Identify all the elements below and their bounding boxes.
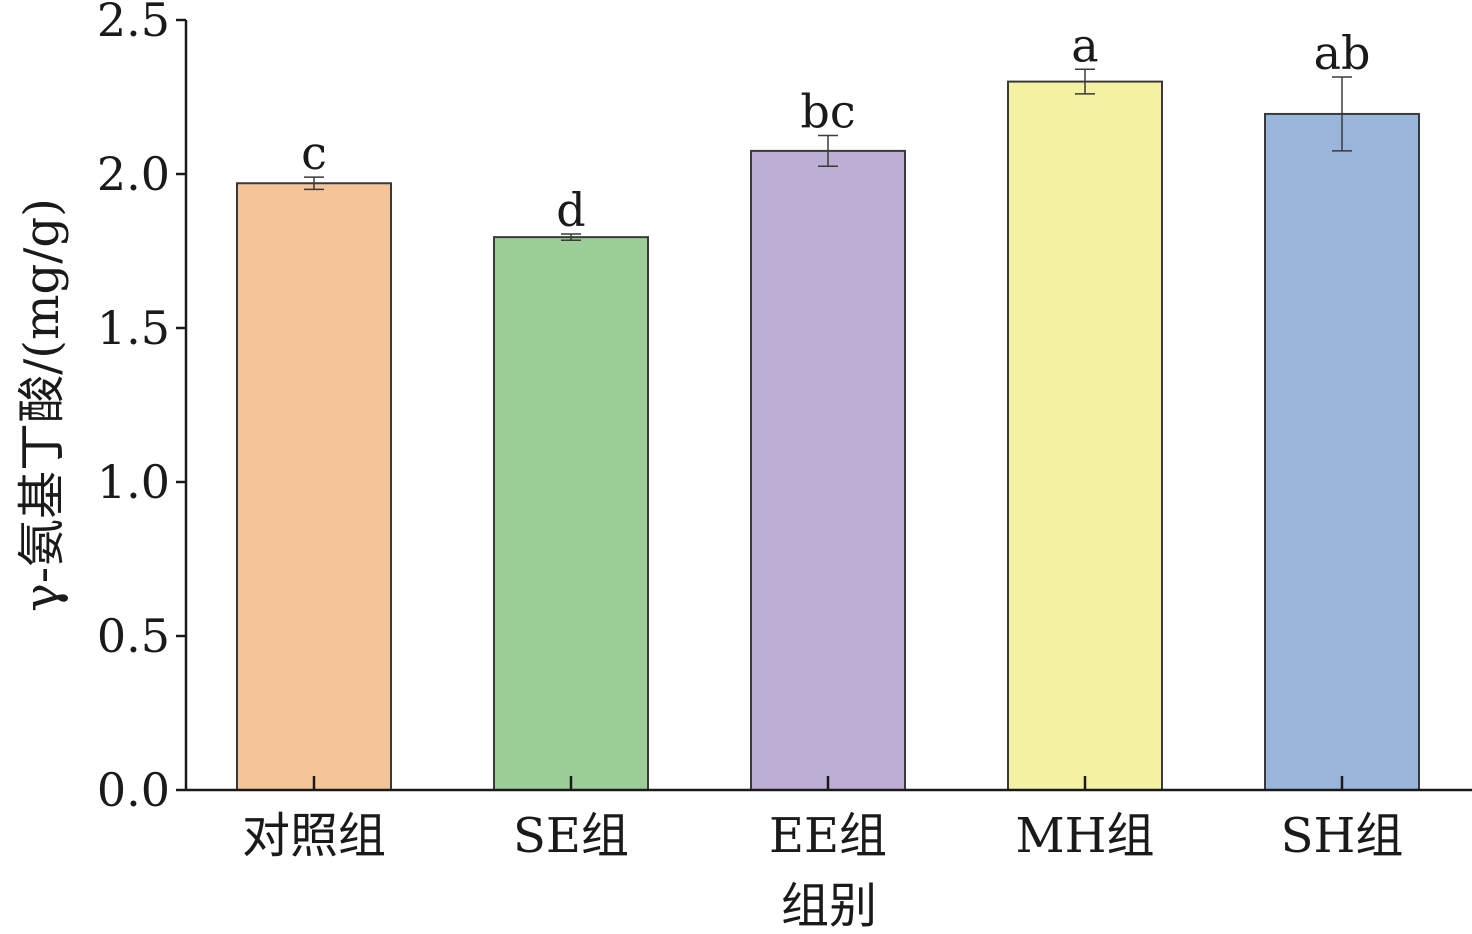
significance-labels-layer: c d bc a ab [301, 18, 1370, 237]
y-tick-label: 1.0 [97, 455, 170, 509]
y-tick-label: 1.5 [97, 301, 170, 355]
bar [236, 182, 392, 792]
significance-label: d [556, 183, 585, 237]
y-tick-label: 0.0 [97, 763, 170, 817]
y-tick-label: 2.5 [97, 0, 170, 47]
x-tick-label: SH组 [1281, 808, 1404, 864]
bar [1007, 80, 1163, 792]
bar [493, 236, 649, 791]
significance-label: c [301, 126, 327, 180]
x-ticks-layer: 对照组 SE组 EE组 MH组 SH组 [242, 776, 1403, 864]
bar [1264, 112, 1420, 791]
x-tick-label: SE组 [513, 808, 629, 864]
error-bars-layer [304, 68, 1352, 241]
y-ticks-layer: 0.0 0.5 1.0 1.5 2.0 2.5 [97, 0, 186, 817]
bars-layer [236, 80, 1420, 792]
bar [750, 149, 906, 791]
y-tick-label: 0.5 [97, 609, 170, 663]
significance-label: bc [800, 85, 855, 139]
x-tick-label: EE组 [769, 808, 887, 864]
x-axis-title: 组别 [781, 878, 877, 934]
y-axis-title: γ-氨基丁酸/(mg/g) [14, 198, 70, 612]
y-tick-label: 2.0 [97, 147, 170, 201]
significance-label: ab [1314, 26, 1371, 80]
x-tick-label: MH组 [1015, 808, 1154, 864]
significance-label: a [1071, 18, 1098, 72]
x-tick-label: 对照组 [242, 808, 386, 864]
